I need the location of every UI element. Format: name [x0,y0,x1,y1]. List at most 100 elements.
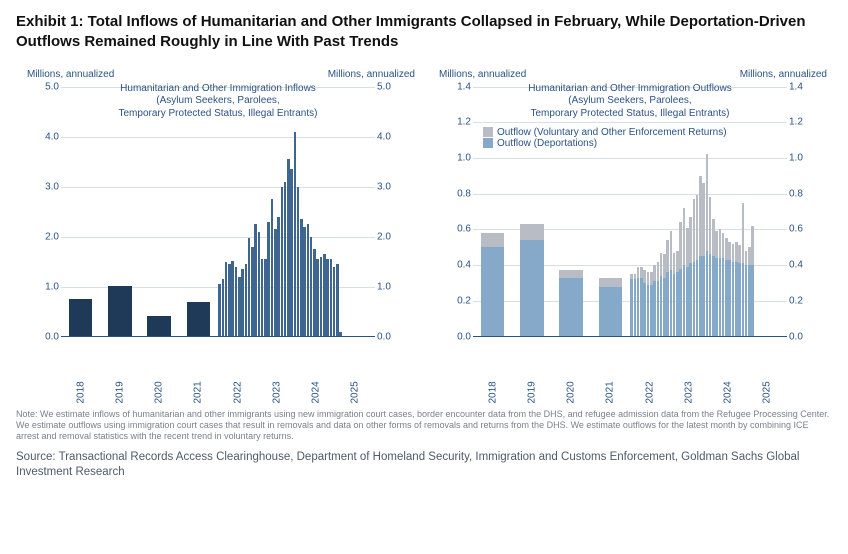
legend-row-voluntary: Outflow (Voluntary and Other Enforcement… [483,127,727,138]
x-tick-label: 2024 [311,379,322,403]
outflow-bar [725,238,728,336]
y-tick-label: 0.4 [789,260,819,271]
y-tick-label: 3.0 [377,181,407,192]
outflow-seg-voluntary [715,231,718,258]
outflow-bar [683,208,686,337]
inflow-annual-bar [187,302,211,337]
outflow-seg-deport [738,263,741,336]
outflow-seg-voluntary [699,176,702,256]
outflow-bar [709,197,712,336]
outflow-seg-deport [732,262,735,337]
swatch-voluntary [483,127,493,137]
outflow-seg-voluntary [742,203,745,264]
outflow-seg-deport [728,260,731,337]
gridline [473,122,787,123]
x-axis-line [61,336,375,337]
gridline [473,158,787,159]
outflow-seg-deport [634,279,637,336]
outflow-seg-voluntary [679,222,682,268]
outflow-seg-voluntary [666,240,669,272]
outflow-seg-voluntary [676,251,679,272]
inflow-annual-bar [108,286,132,337]
outflow-seg-voluntary [683,208,686,265]
outflow-seg-voluntary [640,267,643,278]
y-tick-label: 1.4 [445,81,471,92]
y-tick-label: 0.0 [445,331,471,342]
y-unit-right: Millions, annualized [328,69,415,80]
outflow-bar [732,244,735,337]
outflow-seg-voluntary [663,254,666,277]
outflow-bar [719,229,722,336]
outflow-seg-deport [673,274,676,337]
y-tick-label: 0.2 [789,295,819,306]
outflow-seg-deport [679,269,682,337]
inflow-monthly-bar [307,224,310,337]
outflow-seg-voluntary [520,224,544,240]
inflow-monthly-bar [264,259,267,337]
outflow-seg-voluntary [728,242,731,260]
outflow-seg-voluntary [653,265,656,281]
inflow-monthly-bar [274,229,277,337]
outflow-seg-deport [599,287,623,337]
inflows-subtitle: Humanitarian and Other Immigration Inflo… [65,83,371,121]
outflow-bar [706,154,709,336]
outflow-seg-voluntary [696,195,699,259]
inflow-monthly-bar [235,267,238,337]
y-unit-left: Millions, annualized [27,69,114,80]
outflow-seg-deport [742,263,745,336]
outflow-seg-voluntary [719,229,722,258]
inflow-monthly-bar [284,182,287,337]
outflow-seg-voluntary [637,267,640,278]
gridline [61,187,375,188]
outflow-seg-voluntary [670,231,673,270]
outflow-bar [738,245,741,336]
outflow-seg-voluntary [748,247,751,265]
inflow-monthly-bar [336,264,339,337]
inflow-monthly-bar [281,187,284,337]
outflow-bar [559,270,583,336]
chart-note: Note: We estimate inflows of humanitaria… [16,409,832,443]
outflow-seg-voluntary [702,183,705,256]
outflow-seg-voluntary [660,253,663,276]
outflow-bar [735,242,738,337]
outflow-seg-voluntary [722,233,725,258]
y-tick-label: 2.0 [33,231,59,242]
inflow-monthly-bar [290,169,293,337]
x-tick-label: 2019 [526,379,537,403]
inflow-monthly-bar [258,232,261,337]
outflow-bar [657,262,660,337]
y-tick-label: 0.4 [445,260,471,271]
outflow-seg-deport [709,254,712,336]
outflow-seg-deport [699,256,702,336]
inflow-monthly-bar [222,279,225,337]
outflow-seg-deport [666,272,669,336]
outflow-seg-deport [637,278,640,337]
outflow-seg-deport [559,278,583,337]
outflow-seg-voluntary [647,272,650,285]
outflow-seg-voluntary [706,154,709,250]
x-tick-label: 2021 [605,379,616,403]
y-tick-label: 2.0 [377,231,407,242]
y-tick-label: 1.0 [789,152,819,163]
y-tick-label: 1.0 [377,281,407,292]
y-tick-label: 4.0 [33,131,59,142]
outflow-seg-deport [660,276,663,337]
outflow-seg-deport [693,262,696,337]
inflow-monthly-bar [228,264,231,337]
outflow-bar [660,253,663,337]
exhibit-title: Exhibit 1: Total Inflows of Humanitarian… [16,12,832,53]
x-tick-label: 2023 [271,379,282,403]
inflows-bars [61,87,375,337]
y-tick-label: 5.0 [33,81,59,92]
outflow-seg-voluntary [559,270,583,277]
outflow-seg-deport [686,267,689,337]
y-tick-label: 3.0 [33,181,59,192]
outflow-seg-voluntary [693,199,696,262]
outflow-seg-deport [719,258,722,337]
inflow-monthly-bar [248,238,251,337]
x-tick-label: 2025 [350,379,361,403]
outflow-seg-deport [647,285,650,337]
outflow-seg-voluntary [650,272,653,285]
outflow-seg-voluntary [673,253,676,274]
inflows-chart: Millions, annualized Millions, annualize… [19,69,417,399]
